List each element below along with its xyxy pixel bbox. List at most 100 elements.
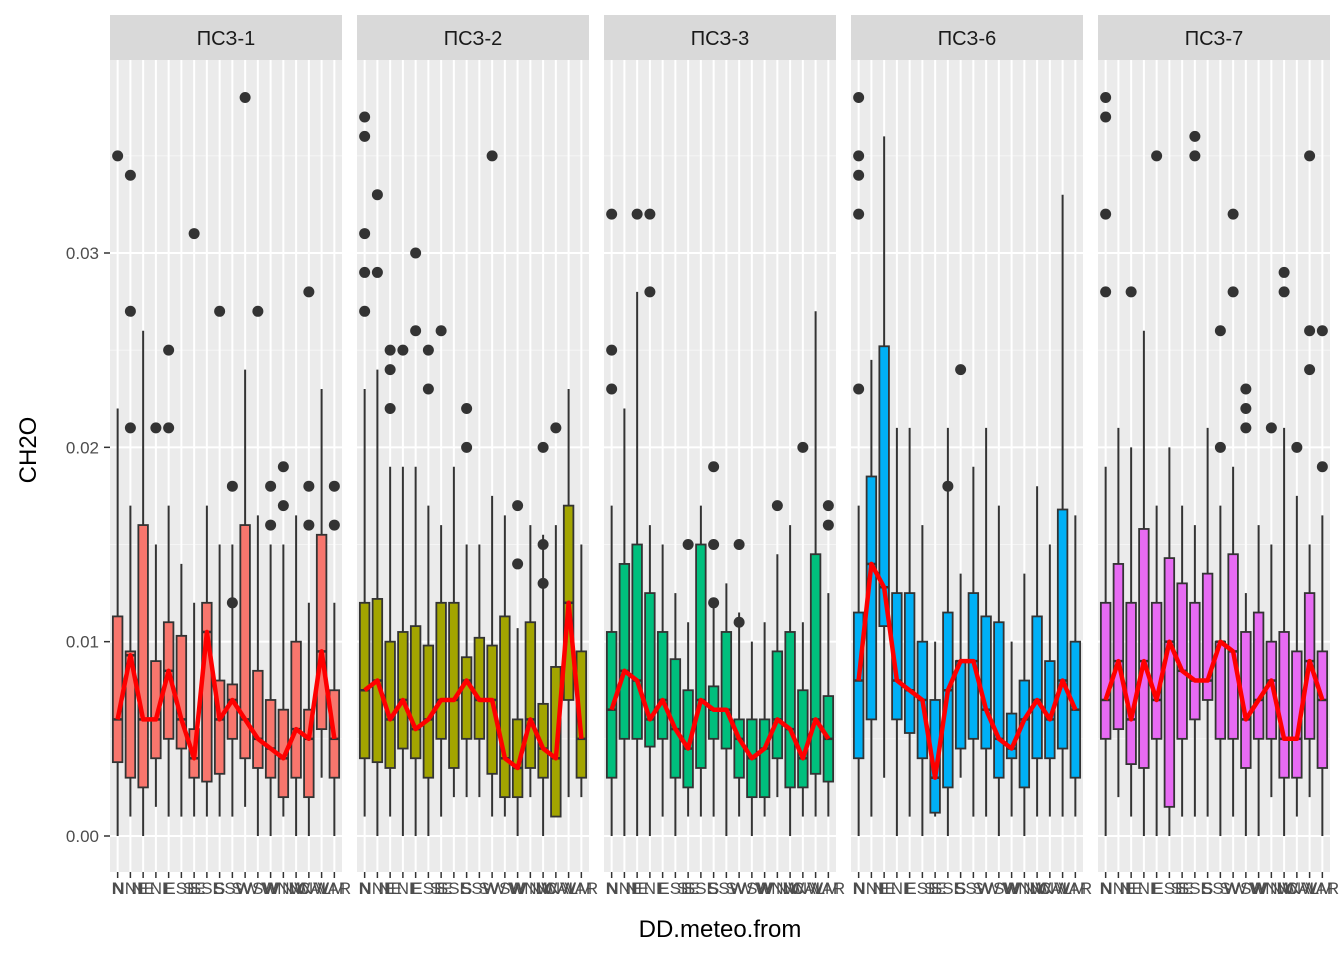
boxplot-CALM [809,311,822,817]
box-iqr [111,615,124,764]
box-iqr [409,625,422,760]
x-tick-label: NE [872,879,896,898]
x-tick-label: WSW [236,879,279,898]
x-tick-label: W [1251,879,1267,898]
outlier-point [384,364,396,376]
x-axis-title: DD.meteo.from [639,916,802,943]
boxplot-N [852,92,865,836]
boxplot-NE [878,136,890,778]
x-tick-label: SE [677,879,700,898]
outlier-point [1304,364,1316,376]
facet-strip [110,15,342,60]
outlier-point [124,422,136,434]
boxplot-W [758,622,771,817]
x-tick-label: SE [183,879,206,898]
facet-panel: ПСЗ-7 NNNENEENEEESESESSESSSWSWWSWWWNWNWNN… [1098,15,1339,898]
median-trend-line [363,600,584,771]
outlier-point [359,305,371,317]
outlier-point [1100,92,1112,104]
box-iqr [656,631,669,740]
x-tick-label: S [461,879,472,898]
outlier-point [1240,402,1252,414]
outlier-point [359,228,371,240]
x-tick-label: SSW [954,879,993,898]
outlier-point [1100,286,1112,298]
y-tick-label: 0.01 [66,633,99,652]
outlier-point [1100,111,1112,123]
outlier-point [239,92,251,104]
x-tick-label: NNW [1030,879,1071,898]
box-iqr [809,553,822,775]
facet-strip-label: ПСЗ-3 [691,28,749,50]
x-tick-label: VAR [318,879,352,898]
box-iqr [903,592,916,734]
y-axis-title: CH2O [15,417,42,484]
x-tick-label: E [904,879,915,898]
box-iqr [264,699,277,779]
outlier-point [1278,266,1290,278]
x-tick-label: VAR [1059,879,1093,898]
boxplot-ESE [422,344,435,836]
box-iqr [303,708,315,799]
outlier-point [1240,383,1252,395]
outlier-point [853,92,865,104]
outlier-point [606,344,618,356]
outlier-point [537,539,549,550]
box-iqr [473,636,486,740]
outlier-point [371,189,383,201]
x-tick-label: WSW [1224,879,1267,898]
facet-panel: ПСЗ-2 NNNENEENEEESESESSESSSWSWWSWWWNWNWNN… [357,15,598,898]
outlier-point [150,422,162,434]
outlier-point [163,344,175,356]
x-tick-label: NE [1119,879,1143,898]
box-iqr [797,689,809,789]
boxplot-NNW [303,286,315,836]
outlier-point [771,500,783,512]
x-tick-label: ENE [879,879,914,898]
x-tick-label: ENE [632,879,667,898]
outlier-point [1189,130,1201,142]
x-tick-label: SSW [213,879,252,898]
box-iqr [175,634,188,750]
boxplot-SSW [226,480,239,817]
outlier-point [955,364,967,376]
x-tick-label: WSW [730,879,773,898]
outlier-point [708,539,720,550]
x-tick-label: WNW [755,879,799,898]
facet-strip [604,15,836,60]
outlier-point [461,402,473,414]
x-tick-label: VAR [565,879,599,898]
x-tick-label: SSW [707,879,746,898]
boxplot-NE [1125,286,1137,817]
y-tick-label: 0.03 [66,244,99,263]
x-tick-label: NE [131,879,155,898]
outlier-point [708,597,720,609]
outlier-point [644,286,656,298]
x-tick-label: ESE [905,879,939,898]
outlier-point [124,169,136,181]
x-tick-label: N [606,879,618,898]
boxplot-VAR [1316,325,1329,836]
x-tick-label: SW [231,879,258,898]
outlier-point [188,228,200,240]
outlier-point [277,500,289,512]
median-trend-line [115,629,337,761]
box-iqr [1138,528,1150,769]
outlier-point [644,208,656,220]
outlier-point [265,480,277,492]
x-tick-label: NNW [1277,879,1318,898]
x-tick-label: VAR [812,879,846,898]
box-iqr [524,621,537,769]
outlier-point [1278,286,1290,298]
median-trend-line [609,668,831,761]
box-iqr [137,524,149,789]
outlier-point [1291,441,1303,453]
x-tick-label: ESE [164,879,198,898]
boxplot-W [1252,525,1265,836]
x-tick-label: W [510,879,526,898]
box-iqr [435,601,447,740]
boxplot-S [1201,427,1214,817]
boxplot-ESE [1163,447,1176,836]
outlier-point [1227,286,1239,298]
x-tick-label: ENE [138,879,173,898]
